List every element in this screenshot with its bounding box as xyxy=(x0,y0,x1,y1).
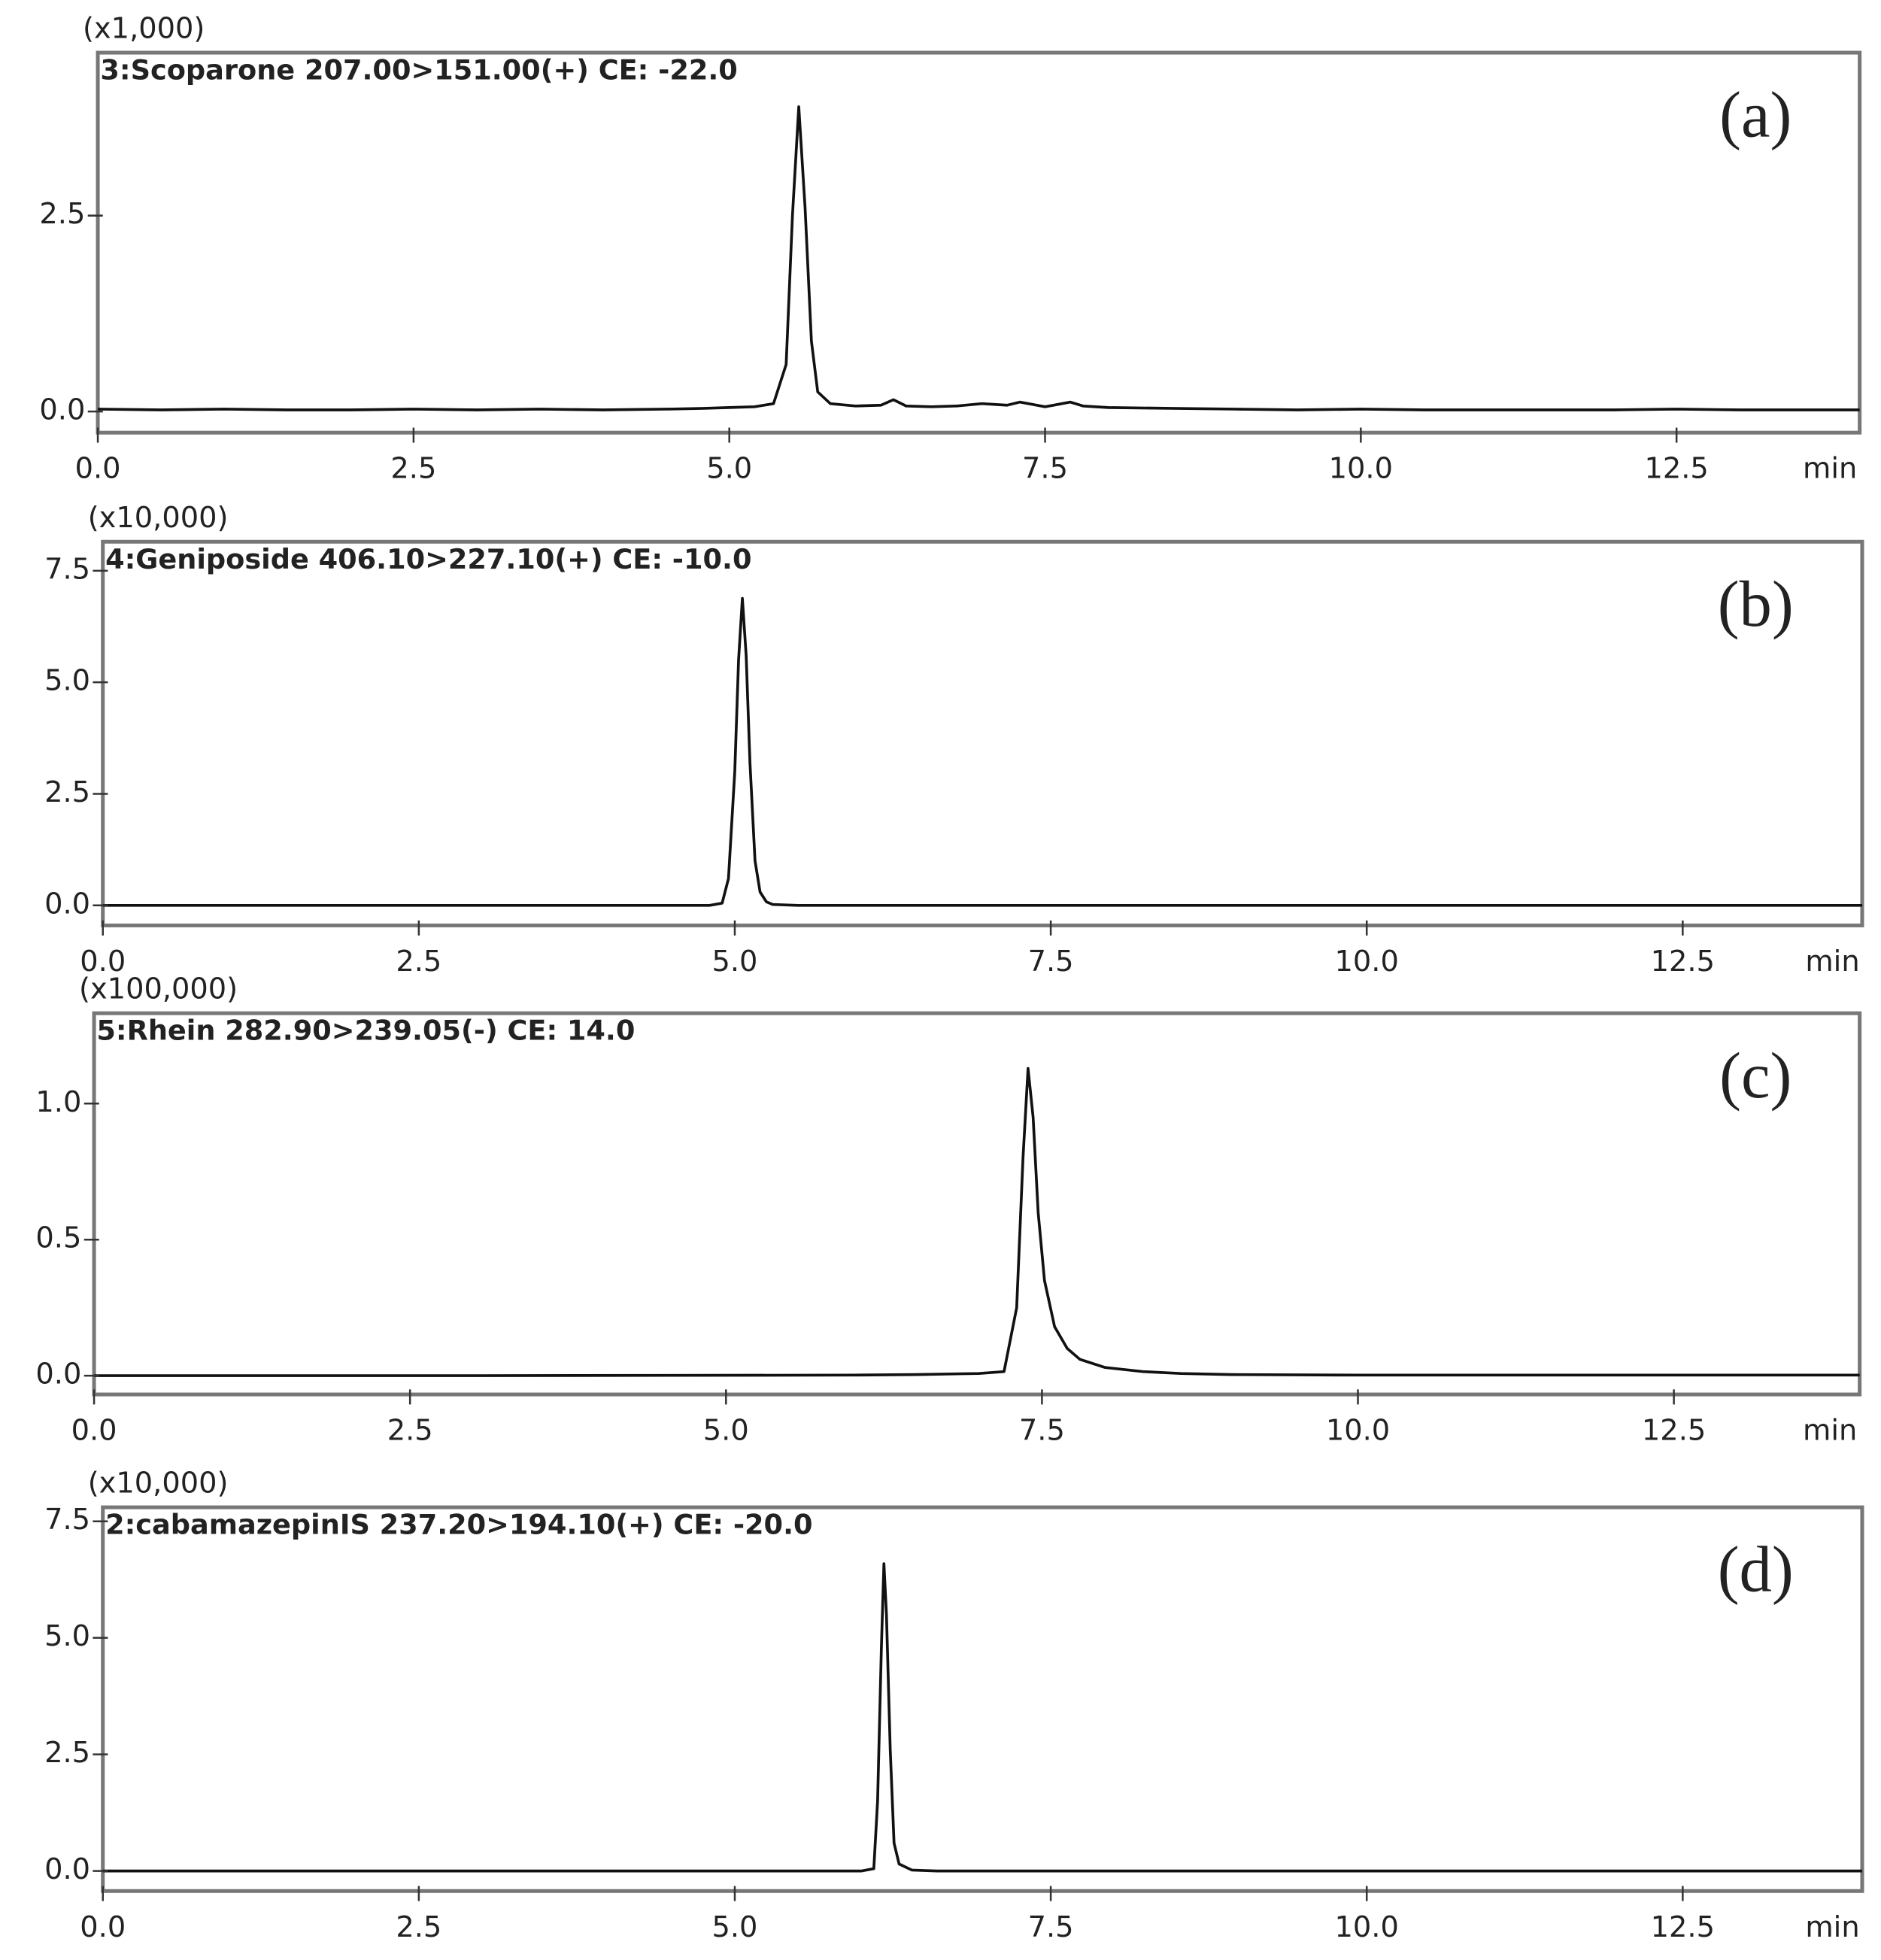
x-tick-label: 0.0 xyxy=(80,1910,126,1944)
plot-frame xyxy=(92,1011,1862,1397)
x-tick-label: 2.5 xyxy=(396,1910,441,1944)
x-tick-label: 2.5 xyxy=(387,1414,433,1448)
x-tick-label: 12.5 xyxy=(1651,945,1715,978)
trace-line xyxy=(98,105,1860,411)
x-tick-label: 5.0 xyxy=(706,452,752,486)
plot-frame xyxy=(101,1505,1864,1893)
x-tick-label: 12.5 xyxy=(1644,452,1708,486)
trace-title: 5:Rhein 282.90>239.05(-) CE: 14.0 xyxy=(96,1015,635,1047)
x-unit: min xyxy=(1803,1414,1857,1448)
trace-line xyxy=(102,596,1862,907)
x-unit: min xyxy=(1805,945,1859,978)
x-tick-label: 2.5 xyxy=(396,945,441,978)
trace-title: 3:Scoparone 207.00>151.00(+) CE: -22.0 xyxy=(100,54,737,86)
x-tick-label: 7.5 xyxy=(1019,1414,1065,1448)
x-tick-label: 0.0 xyxy=(80,945,126,978)
x-tick-label: 0.0 xyxy=(71,1414,117,1448)
panel-label: (d) xyxy=(1718,1534,1794,1606)
x-tick-label: 10.0 xyxy=(1326,1414,1390,1448)
y-tick-label: 7.5 xyxy=(44,552,90,586)
y-tick-label: 5.0 xyxy=(44,1619,90,1653)
x-tick-label: 10.0 xyxy=(1329,452,1393,486)
x-tick-label: 12.5 xyxy=(1642,1414,1706,1448)
scale-label: (x10,000) xyxy=(88,1467,229,1500)
panel-label: (c) xyxy=(1719,1039,1792,1112)
y-tick-label: 1.0 xyxy=(35,1085,81,1119)
y-tick-label: 0.0 xyxy=(35,1358,81,1391)
trace-title: 2:cabamazepinIS 237.20>194.10(+) CE: -20… xyxy=(105,1509,812,1541)
scale-label: (x1,000) xyxy=(83,12,205,46)
y-tick-label: 0.0 xyxy=(39,393,85,427)
x-tick-label: 5.0 xyxy=(711,945,757,978)
y-tick-label: 0.0 xyxy=(44,887,90,921)
y-tick-label: 0.0 xyxy=(44,1852,90,1886)
x-tick-label: 7.5 xyxy=(1028,945,1074,978)
scale-label: (x100,000) xyxy=(79,972,238,1006)
x-tick-label: 10.0 xyxy=(1335,1910,1399,1944)
plot-frame xyxy=(96,50,1862,435)
plot-frame xyxy=(101,539,1864,927)
y-tick-label: 2.5 xyxy=(39,197,85,231)
y-tick-label: 2.5 xyxy=(44,775,90,809)
x-tick-label: 5.0 xyxy=(711,1910,757,1944)
trace-line xyxy=(94,1066,1860,1377)
y-tick-label: 7.5 xyxy=(44,1503,90,1537)
x-tick-label: 7.5 xyxy=(1028,1910,1074,1944)
trace-line xyxy=(102,1562,1862,1873)
x-unit: min xyxy=(1803,452,1857,486)
x-tick-label: 12.5 xyxy=(1651,1910,1715,1944)
x-tick-label: 2.5 xyxy=(390,452,436,486)
y-tick-label: 2.5 xyxy=(44,1736,90,1770)
x-tick-label: 5.0 xyxy=(703,1414,749,1448)
x-unit: min xyxy=(1805,1910,1859,1944)
y-tick-label: 0.5 xyxy=(35,1221,81,1255)
y-tick-label: 5.0 xyxy=(44,664,90,698)
x-tick-label: 0.0 xyxy=(75,452,121,486)
scale-label: (x10,000) xyxy=(88,501,229,535)
x-tick-label: 10.0 xyxy=(1335,945,1399,978)
x-tick-label: 7.5 xyxy=(1022,452,1068,486)
panel-label: (b) xyxy=(1718,568,1794,640)
panel-label: (a) xyxy=(1719,79,1792,151)
trace-title: 4:Geniposide 406.10>227.10(+) CE: -10.0 xyxy=(105,543,751,575)
